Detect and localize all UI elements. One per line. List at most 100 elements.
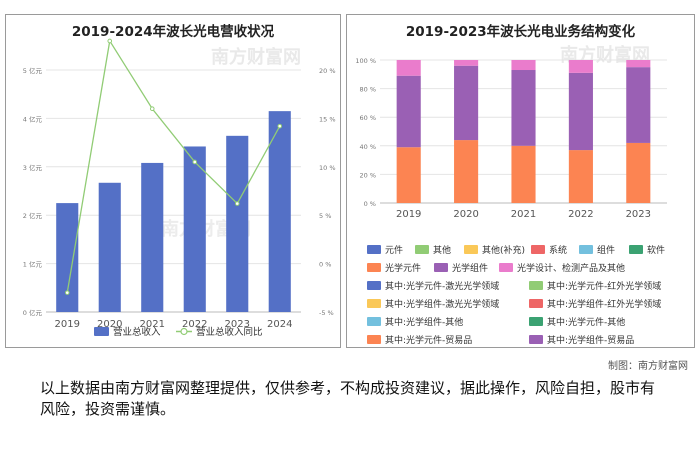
legend-swatch: [367, 263, 381, 272]
legend-label: 其中:光学元件-激光光学领域: [385, 280, 499, 292]
y-tick-label: 20 %: [359, 171, 376, 179]
segment-bar: [626, 142, 651, 203]
legend-label: 光学设计、检测产品及其他: [517, 262, 625, 274]
segment-bar: [396, 60, 421, 76]
legend-swatch: [434, 263, 448, 272]
legend-label: 其中:光学组件-贸易品: [547, 334, 634, 346]
x-tick-label: 2022: [182, 319, 207, 330]
segment-bar: [626, 60, 651, 68]
legend-swatch: [531, 245, 545, 254]
y-left-tick-label: 5 亿元: [23, 66, 43, 75]
y-tick-label: 60 %: [359, 114, 376, 122]
segment-bar: [568, 60, 593, 73]
revenue-bar: [183, 146, 206, 312]
y-left-tick-label: 2 亿元: [23, 211, 43, 220]
legend-swatch: [629, 245, 643, 254]
yoy-point: [192, 159, 198, 165]
y-left-tick-label: 0 亿元: [23, 308, 43, 317]
segment-bar: [511, 60, 536, 71]
legend-swatch: [367, 317, 381, 326]
legend-swatch-revenue: [94, 327, 109, 336]
segment-bar: [454, 60, 479, 66]
legend-label: 其中:光学组件-激光光学领域: [385, 298, 499, 310]
legend-swatch: [415, 245, 429, 254]
y-right-tick-label: 15 %: [319, 115, 336, 123]
yoy-point: [277, 123, 283, 129]
y-right-tick-label: -5 %: [319, 309, 334, 317]
revenue-bar: [141, 162, 164, 312]
legend-swatch: [579, 245, 593, 254]
x-tick-label: 2019: [55, 319, 80, 330]
legend-label: 其他: [433, 244, 451, 256]
y-tick-label: 100 %: [355, 57, 376, 65]
x-tick-label: 2023: [626, 209, 651, 220]
revenue-bar: [268, 111, 291, 312]
revenue-bar: [56, 203, 79, 312]
segment-bar: [511, 70, 536, 146]
legend-swatch: [529, 281, 543, 290]
x-tick-label: 2021: [511, 209, 536, 220]
y-tick-label: 40 %: [359, 143, 376, 151]
segment-bar: [568, 72, 593, 151]
legend-label: 光学元件: [385, 262, 421, 274]
legend-label: 系统: [549, 244, 567, 256]
legend-marker-yoy: [180, 327, 188, 336]
y-right-tick-label: 20 %: [319, 67, 336, 75]
right-chart-panel: 2019-2023年波长光电业务结构变化 南方财富网 0 % 20 % 40 % 60 …: [346, 14, 695, 348]
legend-label: 光学组件: [452, 262, 488, 274]
legend-swatch: [367, 281, 381, 290]
left-chart-title: 2019-2024年波长光电营收状况: [71, 24, 275, 40]
x-tick-label: 2020: [453, 209, 478, 220]
y-right-tick-label: 0 %: [319, 261, 331, 269]
segment-bar: [454, 65, 479, 141]
segment-bar: [396, 147, 421, 203]
disclaimer-text: 以上数据由南方财富网整理提供，仅供参考，不构成投资建议，据此操作，风险自担，股市…: [40, 379, 656, 418]
x-tick-label: 2020: [97, 319, 122, 330]
x-tick-label: 2021: [140, 319, 165, 330]
yoy-point: [234, 201, 240, 206]
y-tick-label: 80 %: [359, 86, 376, 94]
legend-label: 其中:光学组件-红外光学领域: [547, 298, 661, 310]
legend-label: 其中:光学元件-贸易品: [385, 334, 472, 346]
credit-label: 制图：南方财富网: [608, 361, 688, 372]
legend-label: 组件: [597, 244, 615, 256]
legend-swatch: [529, 335, 543, 344]
segment-bar: [396, 75, 421, 148]
legend-swatch: [499, 263, 513, 272]
revenue-bar: [226, 135, 249, 312]
yoy-point: [149, 106, 155, 112]
legend-swatch: [367, 299, 381, 308]
legend-label: 元件: [385, 244, 403, 256]
y-tick-label: 0 %: [364, 200, 376, 208]
legend-swatch: [529, 299, 543, 308]
x-tick-label: 2024: [267, 319, 292, 330]
x-tick-label: 2019: [396, 209, 421, 220]
left-chart-panel: 2019-2024年波长光电营收状况 南方财富网 南方财富网 0 亿元 1 亿元 2 亿…: [5, 14, 341, 348]
x-tick-label: 2022: [568, 209, 593, 220]
legend-label: 其中:光学元件-其他: [547, 316, 625, 328]
x-tick-label: 2023: [225, 319, 250, 330]
y-right-tick-label: 5 %: [319, 212, 331, 220]
segment-bar: [568, 150, 593, 203]
y-right-tick-label: 10 %: [319, 164, 336, 172]
legend-label: 其中:光学组件-其他: [385, 316, 463, 328]
y-left-tick-label: 3 亿元: [23, 163, 43, 172]
legend-swatch: [464, 245, 478, 254]
legend-label-revenue: 营业总收入: [113, 326, 161, 338]
segment-bar: [511, 145, 536, 203]
yoy-line: [66, 39, 281, 293]
legend-label: 软件: [647, 244, 665, 256]
segment-bar: [454, 140, 479, 203]
legend-label-yoy: 营业总收入同比: [196, 326, 263, 338]
y-left-tick-label: 4 亿元: [23, 114, 43, 123]
yoy-point: [107, 38, 113, 44]
right-chart-title: 2019-2023年波长光电业务结构变化: [405, 24, 636, 40]
yoy-point: [64, 290, 70, 295]
y-left-tick-label: 1 亿元: [23, 260, 43, 269]
legend-swatch: [367, 245, 381, 254]
watermark: 南方财富网: [211, 46, 301, 68]
segment-bar: [626, 67, 651, 143]
legend-swatch: [367, 335, 381, 344]
